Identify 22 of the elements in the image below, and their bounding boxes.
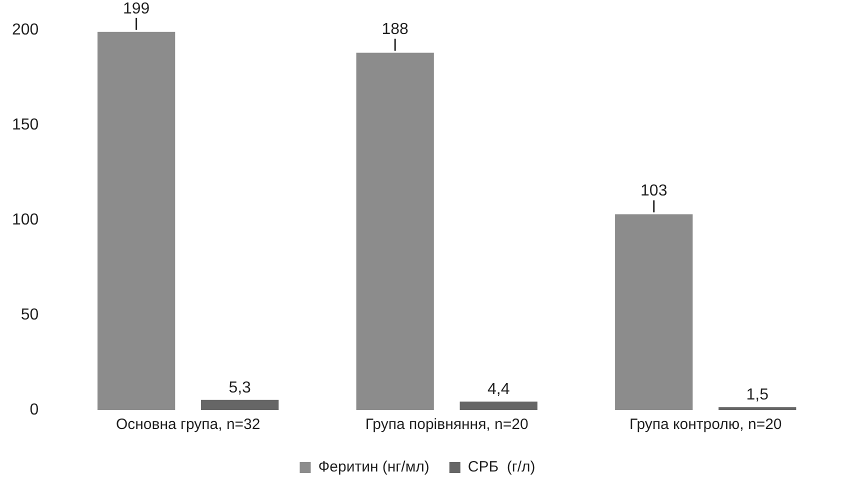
x-tick-label: Група контролю, n=20 <box>629 416 782 434</box>
data-label: 199 <box>122 0 150 18</box>
legend-label: СРБ (г/л) <box>468 458 536 476</box>
data-label: 5,3 <box>228 379 252 396</box>
bar <box>718 407 796 410</box>
data-label: 103 <box>640 182 668 200</box>
x-tick-label: Група порівняння, n=20 <box>365 416 528 434</box>
bar <box>615 214 693 410</box>
y-tick-label: 50 <box>20 306 39 324</box>
x-tick-label: Основна група, n=32 <box>116 416 260 434</box>
bar <box>460 402 538 410</box>
bar <box>98 32 176 410</box>
bar <box>201 400 279 410</box>
data-label: 188 <box>382 21 409 38</box>
bar <box>356 52 434 410</box>
y-tick-label: 0 <box>30 401 39 418</box>
data-label: 4,4 <box>487 381 510 398</box>
y-tick-label: 100 <box>12 211 39 228</box>
y-tick-label: 200 <box>12 21 39 38</box>
data-label: 1,5 <box>746 386 769 404</box>
legend-label: Феритин (нг/мл) <box>318 458 430 476</box>
y-tick-label: 150 <box>12 116 39 134</box>
